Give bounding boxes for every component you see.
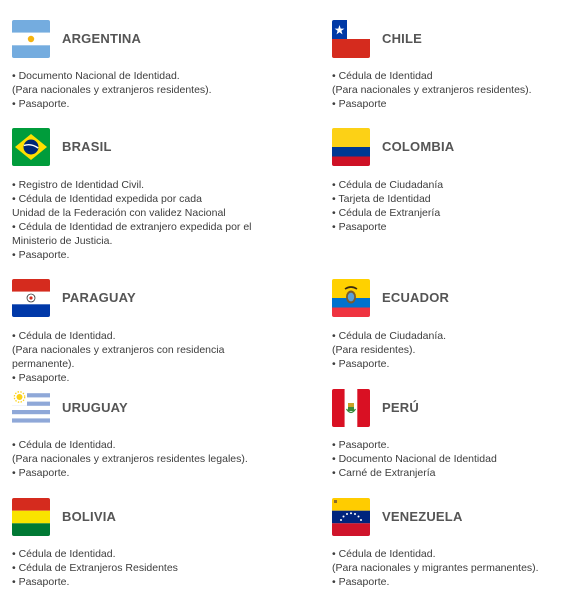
document-line: • Cédula de Identidad de extranjero expe… xyxy=(12,221,252,233)
document-list: • Documento Nacional de Identidad. (Para… xyxy=(12,69,282,111)
document-list: • Pasaporte. • Documento Nacional de Ide… xyxy=(332,438,564,480)
document-line: • Cédula de Ciudadanía. xyxy=(332,330,447,342)
document-line: • Pasaporte xyxy=(332,98,387,110)
document-list: • Cédula de Identidad. (Para nacionales … xyxy=(332,547,564,589)
document-line: • Documento Nacional de Identidad xyxy=(332,453,497,465)
country-header: COLOMBIA xyxy=(332,128,564,166)
document-list: • Cédula de Ciudadanía • Tarjeta de Iden… xyxy=(332,178,564,234)
document-line: • Cédula de Identidad xyxy=(332,70,433,82)
brasil-flag-icon xyxy=(12,128,50,166)
document-line: • Cédula de Identidad. xyxy=(12,330,116,342)
country-name: COLOMBIA xyxy=(382,139,455,154)
bolivia-flag-icon xyxy=(12,498,50,536)
country-header: URUGUAY xyxy=(12,389,272,427)
document-line: • Cédula de Ciudadanía xyxy=(332,179,444,191)
document-line: • Tarjeta de Identidad xyxy=(332,193,431,205)
ecuador-flag-icon xyxy=(332,279,370,317)
document-list: • Cédula de Identidad. (Para nacionales … xyxy=(12,329,282,385)
paraguay-flag-icon xyxy=(12,279,50,317)
document-line: • Carné de Extranjería xyxy=(332,467,436,479)
document-line: • Registro de Identidad Civil. xyxy=(12,179,145,191)
country-header: PARAGUAY xyxy=(12,279,272,317)
document-line: • Cédula de Identidad. xyxy=(12,548,116,560)
document-line: • Cédula de Identidad. xyxy=(332,548,436,560)
venezuela-flag-icon xyxy=(332,498,370,536)
country-header: VENEZUELA xyxy=(332,498,564,536)
document-list: • Cédula de Identidad. (Para nacionales … xyxy=(12,438,282,480)
document-line: • Pasaporte. xyxy=(12,372,70,384)
document-line: • Pasaporte xyxy=(332,221,387,233)
document-line: (Para nacionales y extranjeros con resid… xyxy=(12,344,225,356)
country-name: PERÚ xyxy=(382,400,419,415)
document-line: • Documento Nacional de Identidad. xyxy=(12,70,180,82)
country-name: PARAGUAY xyxy=(62,290,136,305)
document-line: • Cédula de Identidad expedida por cada xyxy=(12,193,202,205)
uruguay-flag-icon xyxy=(12,389,50,427)
colombia-flag-icon xyxy=(332,128,370,166)
document-line: • Cédula de Extranjeros Residentes xyxy=(12,562,178,574)
country-name: CHILE xyxy=(382,31,422,46)
country-header: CHILE xyxy=(332,20,564,58)
country-name: VENEZUELA xyxy=(382,509,463,524)
document-list: • Registro de Identidad Civil. • Cédula … xyxy=(12,178,282,262)
document-list: • Cédula de Ciudadanía. (Para residentes… xyxy=(332,329,564,371)
document-line: (Para nacionales y extranjeros residente… xyxy=(332,84,532,96)
document-line: • Pasaporte. xyxy=(12,467,70,479)
document-list: • Cédula de Identidad (Para nacionales y… xyxy=(332,69,564,111)
document-line: • Cédula de Extranjería xyxy=(332,207,441,219)
country-name: BRASIL xyxy=(62,139,112,154)
document-line: • Pasaporte. xyxy=(332,439,390,451)
document-line: permanente). xyxy=(12,358,75,370)
country-header: ECUADOR xyxy=(332,279,564,317)
document-line: (Para residentes). xyxy=(332,344,416,356)
country-header: BOLIVIA xyxy=(12,498,272,536)
country-name: ECUADOR xyxy=(382,290,450,305)
document-list: • Cédula de Identidad. • Cédula de Extra… xyxy=(12,547,282,589)
argentina-flag-icon xyxy=(12,20,50,58)
peru-flag-icon xyxy=(332,389,370,427)
country-name: URUGUAY xyxy=(62,400,128,415)
document-line: • Cédula de Identidad. xyxy=(12,439,116,451)
document-line: • Pasaporte. xyxy=(12,249,70,261)
country-name: ARGENTINA xyxy=(62,31,142,46)
document-line: • Pasaporte. xyxy=(12,576,70,588)
country-header: PERÚ xyxy=(332,389,564,427)
document-line: Unidad de la Federación con validez Naci… xyxy=(12,207,226,219)
document-line: (Para nacionales y extranjeros residente… xyxy=(12,84,212,96)
country-header: BRASIL xyxy=(12,128,272,166)
chile-flag-icon xyxy=(332,20,370,58)
document-line: (Para nacionales y migrantes permanentes… xyxy=(332,562,539,574)
document-line: • Pasaporte. xyxy=(332,576,390,588)
country-name: BOLIVIA xyxy=(62,509,117,524)
country-header: ARGENTINA xyxy=(12,20,272,58)
document-line: (Para nacionales y extranjeros residente… xyxy=(12,453,248,465)
document-line: Ministerio de Justicia. xyxy=(12,235,113,247)
document-line: • Pasaporte. xyxy=(332,358,390,370)
document-line: • Pasaporte. xyxy=(12,98,70,110)
